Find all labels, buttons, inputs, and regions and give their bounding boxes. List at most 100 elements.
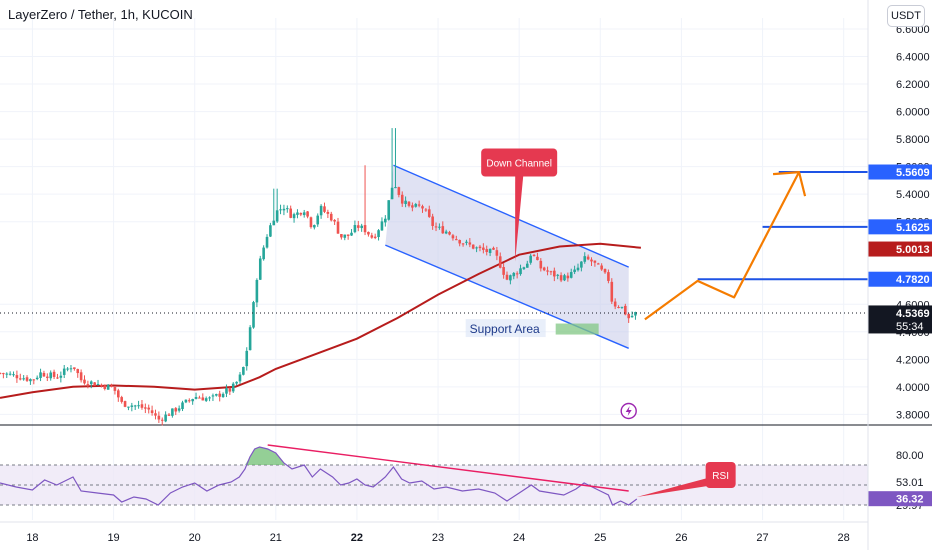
candle-up	[630, 315, 634, 318]
callout-text: Down Channel	[486, 159, 552, 170]
candle-down	[367, 231, 370, 235]
price-tick-label: 6.6000	[896, 24, 930, 36]
candle-down	[42, 372, 46, 377]
candle-down	[424, 209, 428, 211]
rsi-trendline	[267, 444, 629, 492]
candle-down	[434, 226, 438, 228]
price-tick-label: 6.0000	[896, 107, 930, 119]
rsi-callout-pointer	[636, 478, 708, 497]
candle-up	[360, 225, 363, 229]
candle-up	[248, 327, 252, 351]
candle-up	[286, 208, 289, 210]
candle-up	[509, 275, 512, 281]
candle-down	[228, 388, 232, 392]
candle-up	[39, 372, 42, 378]
candle-up	[525, 263, 529, 268]
candle-up	[194, 397, 198, 399]
candle-up	[35, 377, 39, 380]
candle-up	[556, 274, 560, 276]
candle-down	[498, 256, 502, 268]
rsi-pane: RSI	[0, 444, 868, 506]
candle-down	[617, 307, 620, 309]
channel-upper-line	[393, 164, 629, 268]
time-tick-label: 22	[351, 532, 363, 544]
candle-up	[221, 393, 225, 398]
candle-down	[397, 187, 401, 195]
candle-down	[515, 273, 519, 275]
price-tick-label: 6.4000	[896, 52, 930, 64]
candle-up	[272, 220, 276, 226]
candle-up	[255, 279, 259, 303]
candle-up	[316, 215, 320, 225]
candle-down	[154, 413, 157, 416]
candle-down	[201, 397, 205, 401]
candle-down	[2, 373, 5, 375]
candle-down	[421, 206, 424, 209]
candle-up	[275, 210, 279, 222]
candle-up	[89, 381, 93, 385]
candle-up	[384, 218, 387, 223]
candle-up	[296, 212, 299, 215]
candle-up	[69, 368, 73, 370]
candle-down	[76, 369, 80, 374]
down-channel-area	[385, 165, 629, 349]
candle-up	[133, 405, 137, 407]
candle-down	[559, 275, 563, 281]
candle-down	[103, 385, 107, 389]
price-label-value: 5.1625	[896, 222, 930, 234]
candle-down	[400, 194, 404, 204]
time-tick-label: 23	[432, 532, 444, 544]
rsi-callout-text: RSI	[712, 471, 729, 482]
candle-down	[289, 208, 292, 218]
candle-down	[610, 281, 614, 302]
time-tick-label: 19	[107, 532, 119, 544]
candle-up	[380, 221, 384, 231]
price-label-bg	[868, 271, 932, 287]
candle-down	[607, 272, 610, 281]
candle-up	[12, 374, 15, 376]
time-tick-label: 21	[270, 532, 282, 544]
candle-up	[292, 214, 296, 219]
projection-arrowhead	[772, 171, 807, 197]
candle-down	[299, 212, 303, 215]
candle-down	[471, 244, 475, 249]
candle-down	[160, 419, 164, 421]
price-tick-label: 4.2000	[896, 354, 930, 366]
candle-up	[130, 405, 134, 407]
candle-down	[140, 404, 144, 408]
candle-up	[62, 368, 66, 375]
candle-up	[127, 406, 130, 408]
candle-down	[411, 205, 414, 208]
candle-down	[333, 220, 336, 222]
candle-up	[66, 368, 69, 370]
candle-down	[542, 267, 546, 271]
rsi-tick-label: 53.01	[896, 477, 924, 489]
candle-up	[29, 379, 32, 382]
candle-up	[258, 258, 262, 280]
candle-down	[309, 217, 313, 228]
candle-down	[539, 260, 543, 269]
price-tick-label: 4.0000	[896, 382, 930, 394]
candle-up	[252, 302, 255, 328]
callout-pointer	[515, 176, 524, 262]
candle-up	[475, 247, 478, 249]
candle-up	[390, 187, 394, 200]
candle-up	[404, 200, 407, 204]
time-tick-label: 20	[189, 532, 201, 544]
flash-icon[interactable]	[620, 402, 637, 420]
candle-up	[529, 255, 532, 263]
candle-up	[59, 375, 63, 378]
candle-up	[488, 248, 492, 254]
candle-down	[451, 235, 455, 239]
moving-average-line	[0, 242, 642, 399]
candle-up	[238, 374, 242, 382]
candle-down	[52, 371, 56, 377]
price-tick-label: 5.4000	[896, 189, 930, 201]
candle-down	[110, 385, 113, 387]
currency-button[interactable]: USDT	[887, 5, 925, 27]
grid	[0, 18, 868, 520]
candle-up	[569, 272, 573, 278]
